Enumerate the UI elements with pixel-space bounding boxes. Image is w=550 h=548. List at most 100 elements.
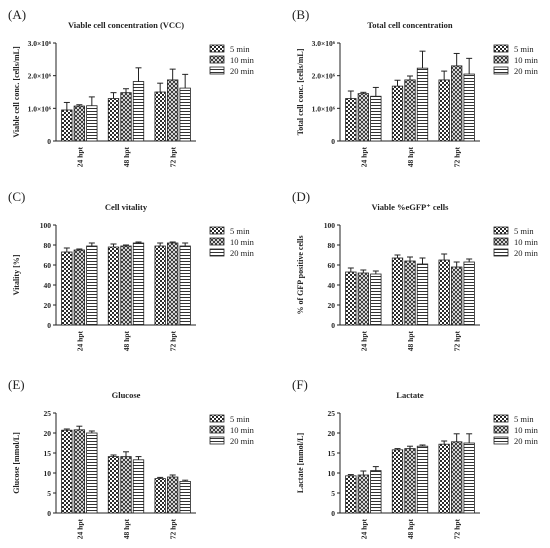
chart-title: Glucose (112, 390, 141, 400)
bar (107, 456, 120, 514)
y-tick-label: 20 (328, 301, 336, 310)
bar (345, 271, 357, 326)
legend-label: 20 min (514, 436, 539, 446)
y-axis-label: Lactate [mmol/L] (296, 433, 305, 494)
y-tick-label: 2.0×10⁶ (312, 72, 336, 81)
x-tick-label: 48 hpt (406, 147, 415, 168)
y-tick-label: 15 (328, 449, 336, 458)
chart-title: Total cell concentration (367, 20, 452, 30)
bar (132, 459, 145, 514)
bar (120, 245, 132, 326)
legend-swatch (493, 414, 509, 423)
chart-panel: (B) Total cell concentration Total cell co… (292, 7, 539, 167)
y-tick-label: 5 (47, 489, 51, 498)
y-tick-label: 100 (324, 221, 336, 230)
bar (451, 266, 463, 326)
bar (73, 249, 85, 326)
bar (370, 470, 382, 514)
chart-panel: (C) Cell vitality Vitality [%] 0 20 40 60 80 100… (8, 189, 255, 351)
x-tick-label: 72 hpt (169, 331, 178, 352)
legend-swatch (493, 248, 509, 257)
panel-letter: (B) (292, 7, 309, 22)
chart-panel: (D) Viable %eGFP⁺ cells % of GFP positive … (292, 189, 539, 351)
y-tick-label: 3.0×10⁶ (28, 39, 52, 48)
chart-title: Viable %eGFP⁺ cells (372, 202, 450, 212)
bar (463, 261, 475, 326)
legend-swatch (493, 425, 509, 434)
legend-label: 10 min (230, 237, 255, 247)
panel-letter: (E) (8, 377, 25, 392)
y-tick-label: 80 (328, 241, 336, 250)
legend-label: 10 min (514, 237, 539, 247)
legend-label: 5 min (514, 44, 534, 54)
y-tick-label: 10 (328, 469, 336, 478)
bar (61, 251, 73, 326)
y-tick-label: 60 (328, 261, 336, 270)
legend-label: 10 min (230, 55, 255, 65)
legend-swatch (209, 66, 225, 75)
y-tick-label: 0 (331, 137, 335, 146)
y-tick-label: 20 (44, 301, 52, 310)
legend-label: 5 min (230, 226, 250, 236)
y-tick-label: 40 (328, 281, 336, 290)
x-tick-label: 48 hpt (122, 519, 131, 540)
y-tick-label: 10 (44, 469, 52, 478)
legend-swatch (493, 237, 509, 246)
bar (391, 449, 404, 514)
bar (416, 263, 429, 326)
bar (357, 474, 369, 514)
x-tick-label: 72 hpt (453, 331, 462, 352)
bar (73, 105, 85, 142)
bar (86, 105, 98, 142)
legend-label: 5 min (514, 226, 534, 236)
legend-swatch (209, 425, 225, 434)
x-tick-label: 24 hpt (359, 331, 368, 352)
bar (179, 87, 191, 142)
chart-panel: (F) Lactate Lactate [mmol/L] 0 5 10 15 20 25 24 h… (292, 377, 539, 539)
bar (357, 272, 369, 326)
y-tick-label: 0 (47, 137, 51, 146)
y-tick-label: 20 (44, 429, 52, 438)
panel-letter: (C) (8, 189, 25, 204)
bar (370, 273, 382, 326)
y-tick-label: 1.0×10⁶ (312, 104, 336, 113)
y-tick-label: 20 (328, 429, 336, 438)
bar (391, 257, 404, 326)
bar (167, 242, 179, 326)
bar (345, 98, 357, 142)
y-tick-label: 3.0×10⁶ (312, 39, 336, 48)
chart-panel: (A) Viable cell concentration (VCC) Viable… (8, 7, 255, 167)
legend-label: 20 min (230, 436, 255, 446)
bar (438, 443, 450, 514)
bar (391, 85, 404, 142)
bar (107, 98, 120, 142)
bar (73, 429, 85, 514)
legend-label: 5 min (230, 414, 250, 424)
y-tick-label: 100 (40, 221, 52, 230)
y-tick-label: 0 (47, 509, 51, 518)
bar (61, 429, 73, 514)
bar (167, 79, 179, 142)
bar (107, 246, 120, 326)
legend-label: 20 min (514, 66, 539, 76)
x-tick-label: 72 hpt (453, 519, 462, 540)
bar (416, 445, 429, 514)
y-tick-label: 2.0×10⁶ (28, 72, 52, 81)
legend-swatch (209, 226, 225, 235)
bar (451, 441, 463, 514)
x-tick-label: 24 hpt (75, 147, 84, 168)
legend-swatch (493, 226, 509, 235)
legend-swatch (209, 237, 225, 246)
y-tick-label: 0 (331, 509, 335, 518)
bar (120, 92, 132, 142)
bar (438, 259, 450, 326)
bar (416, 67, 429, 142)
bar (463, 442, 475, 514)
legend-swatch (209, 248, 225, 257)
legend-swatch (493, 436, 509, 445)
legend-swatch (493, 55, 509, 64)
y-tick-label: 80 (44, 241, 52, 250)
y-axis-label: Vitality [%] (12, 254, 21, 295)
y-axis-label: Total cell conc. [cells/mL] (296, 48, 305, 135)
